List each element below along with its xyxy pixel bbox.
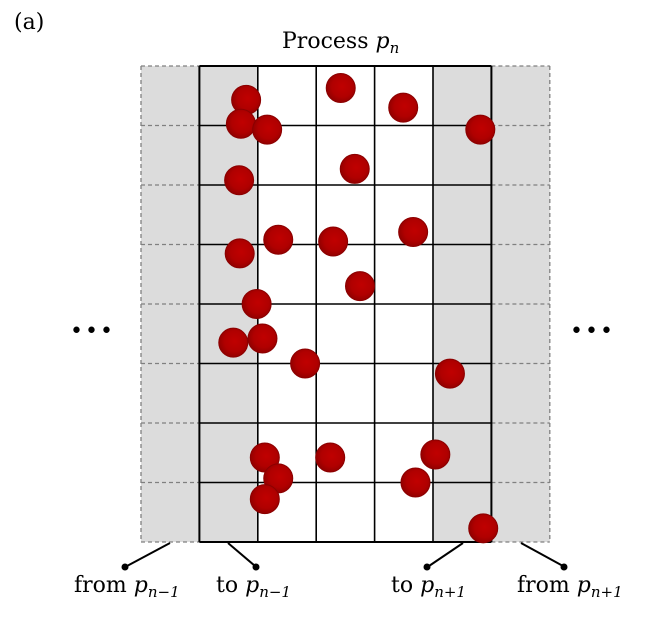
particle-4 — [325, 73, 356, 104]
particle-25 — [468, 513, 499, 544]
particle-21 — [315, 442, 346, 473]
leader-from-next — [520, 542, 568, 571]
label-to-next: to pn+1 — [391, 573, 466, 601]
leader-to-prev — [227, 542, 260, 571]
particle-13 — [345, 271, 375, 302]
particle-22 — [420, 439, 451, 470]
label-from-prev: from pn−1 — [74, 573, 180, 601]
particle-23 — [400, 467, 431, 498]
particle-14 — [241, 289, 272, 319]
diagram-title: Process pn — [282, 29, 399, 57]
particle-11 — [398, 217, 429, 248]
panel-label: (a) — [14, 10, 44, 35]
particle-2 — [225, 108, 256, 139]
particle-5 — [388, 92, 419, 123]
left-ellipsis: ••• — [70, 319, 115, 344]
label-to-prev: to pn−1 — [216, 573, 291, 601]
particle-16 — [247, 323, 278, 354]
particle-9 — [263, 224, 294, 255]
particle-24 — [249, 484, 280, 515]
leader-from-prev — [121, 542, 171, 571]
right-ellipsis: ••• — [570, 319, 615, 344]
particle-6 — [465, 114, 496, 145]
particle-18 — [434, 358, 465, 389]
particle-17 — [290, 348, 321, 379]
label-from-next: from pn+1 — [517, 573, 623, 601]
particle-10 — [318, 226, 349, 257]
particle-12 — [224, 238, 255, 269]
particle-8 — [224, 165, 255, 196]
particle-15 — [218, 327, 249, 358]
particle-3 — [252, 114, 283, 145]
particles — [218, 73, 499, 544]
particle-7 — [339, 153, 370, 184]
leader-to-next — [423, 542, 464, 571]
